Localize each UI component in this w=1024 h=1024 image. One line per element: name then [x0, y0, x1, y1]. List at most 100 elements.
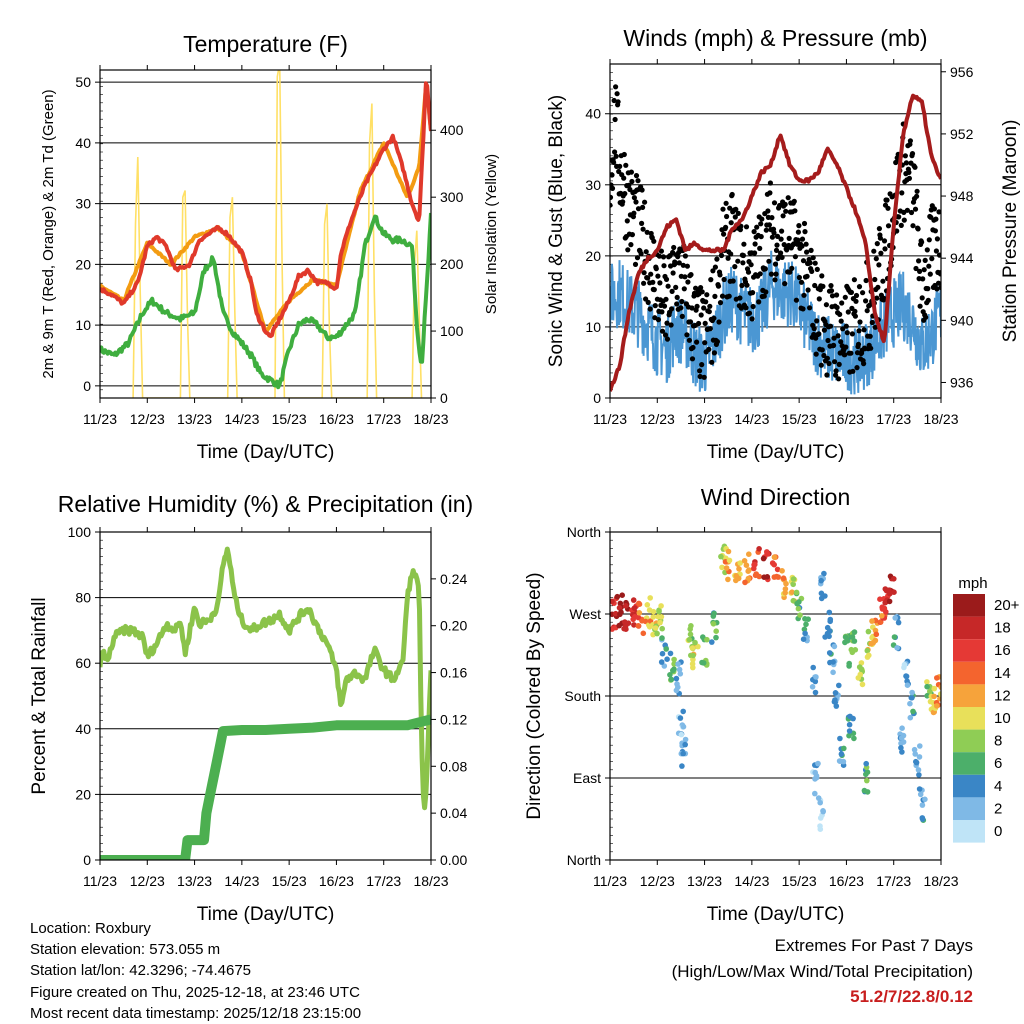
gust-point [832, 359, 838, 365]
gust-point [707, 303, 713, 309]
wind-direction-point [826, 633, 832, 640]
colorbar-swatch [953, 639, 985, 662]
gust-point [880, 278, 886, 284]
wind-direction-point [846, 663, 852, 669]
wind-direction-point [832, 697, 838, 703]
gust-point [645, 299, 651, 305]
gust-point [610, 172, 615, 178]
wind-direction-point [760, 555, 767, 562]
gust-point [808, 247, 814, 253]
x-tick-label: 15/23 [782, 873, 817, 889]
wind-direction-point [864, 777, 870, 784]
gust-point [803, 241, 809, 247]
wind-direction-point [898, 735, 905, 741]
wind-direction-point [899, 749, 905, 755]
wind-direction-point [830, 659, 836, 665]
gust-point [826, 360, 832, 367]
gust-point [807, 260, 813, 266]
gust-point [772, 277, 778, 283]
gust-point [783, 208, 789, 214]
gust-point [844, 330, 850, 336]
y-right-tick-label: 200 [440, 256, 464, 272]
y-right-tick-label: 300 [440, 189, 464, 205]
gust-point [796, 274, 803, 281]
gust-point [843, 323, 849, 329]
wind-direction-point [847, 713, 853, 720]
gust-point [728, 251, 734, 257]
chart-winds: Winds (mph) & Pressure (mb) 0 10 20 30 40 936 9… [546, 25, 1021, 463]
gust-point [631, 210, 637, 216]
gust-point [816, 331, 822, 337]
colorbar-label: 8 [994, 733, 1002, 750]
gust-point [745, 269, 752, 275]
wind-direction-point [650, 608, 657, 615]
gust-point [679, 298, 685, 305]
plot-frame [609, 531, 942, 861]
wind-direction-point [894, 645, 900, 651]
wind-direction-point [682, 741, 688, 748]
wind-direction-point [812, 678, 819, 685]
y-axis-title: Sonic Wind & Gust (Blue, Black) [546, 95, 567, 367]
wind-direction-point [810, 664, 816, 671]
x-tick-label: 11/23 [593, 873, 627, 889]
gust-point [684, 263, 691, 269]
gust-point [823, 302, 830, 308]
wind-direction-point [833, 703, 840, 709]
wind-direction-point [713, 634, 719, 641]
wind-direction-point [764, 574, 771, 580]
gust-point [669, 306, 675, 312]
station-elevation: Station elevation: 573.055 m [30, 941, 221, 959]
gust-point [833, 368, 839, 374]
wind-direction-point [742, 579, 748, 586]
gust-point [639, 220, 645, 226]
wind-direction-point [846, 732, 852, 739]
series-wind-direction [610, 543, 941, 832]
gust-point [678, 305, 684, 311]
gust-point [909, 151, 916, 157]
gust-point [714, 339, 721, 345]
colorbar-swatch [953, 594, 985, 617]
wind-direction-point [670, 667, 676, 674]
wind-direction-point [687, 631, 694, 638]
gust-point [662, 332, 669, 338]
gust-point [769, 234, 776, 240]
wind-direction-point [917, 743, 923, 749]
gust-point [856, 328, 862, 334]
wind-direction-point [652, 625, 659, 631]
gust-point [626, 182, 632, 188]
gust-point [641, 270, 647, 276]
wind-direction-point [689, 645, 696, 651]
gust-point [853, 292, 860, 299]
gust-point [825, 337, 831, 344]
wind-direction-point [774, 566, 781, 573]
wind-direction-point [671, 661, 677, 667]
station-info: Location: Roxbury Station elevation: 573… [30, 918, 361, 1024]
wind-direction-point [657, 619, 663, 626]
gust-point [668, 322, 674, 328]
gust-point [932, 228, 939, 234]
wind-direction-point [838, 751, 845, 757]
wind-direction-point [790, 576, 797, 582]
wind-direction-point [658, 659, 665, 665]
gust-point [617, 163, 623, 169]
wind-direction-point [659, 650, 666, 657]
gust-point [610, 202, 613, 208]
extremes-summary: Extremes For Past 7 Days (High/Low/Max W… [672, 933, 973, 1010]
wind-direction-point [642, 618, 649, 625]
wind-direction-point [891, 589, 897, 595]
wind-direction-point [650, 614, 656, 620]
wind-direction-point [934, 703, 940, 709]
wind-direction-point [865, 628, 872, 635]
gust-point [872, 276, 878, 283]
wind-direction-point [640, 630, 647, 637]
gust-point [681, 286, 687, 292]
y-tick-label: 40 [585, 106, 601, 122]
wind-direction-point [659, 625, 665, 632]
wind-direction-point [901, 661, 908, 668]
wind-direction-point [737, 560, 743, 566]
gust-point [938, 284, 941, 291]
wind-direction-point [659, 635, 665, 641]
gust-point [723, 224, 729, 230]
colorbar-label: 10 [994, 710, 1011, 727]
gust-point [613, 153, 619, 159]
